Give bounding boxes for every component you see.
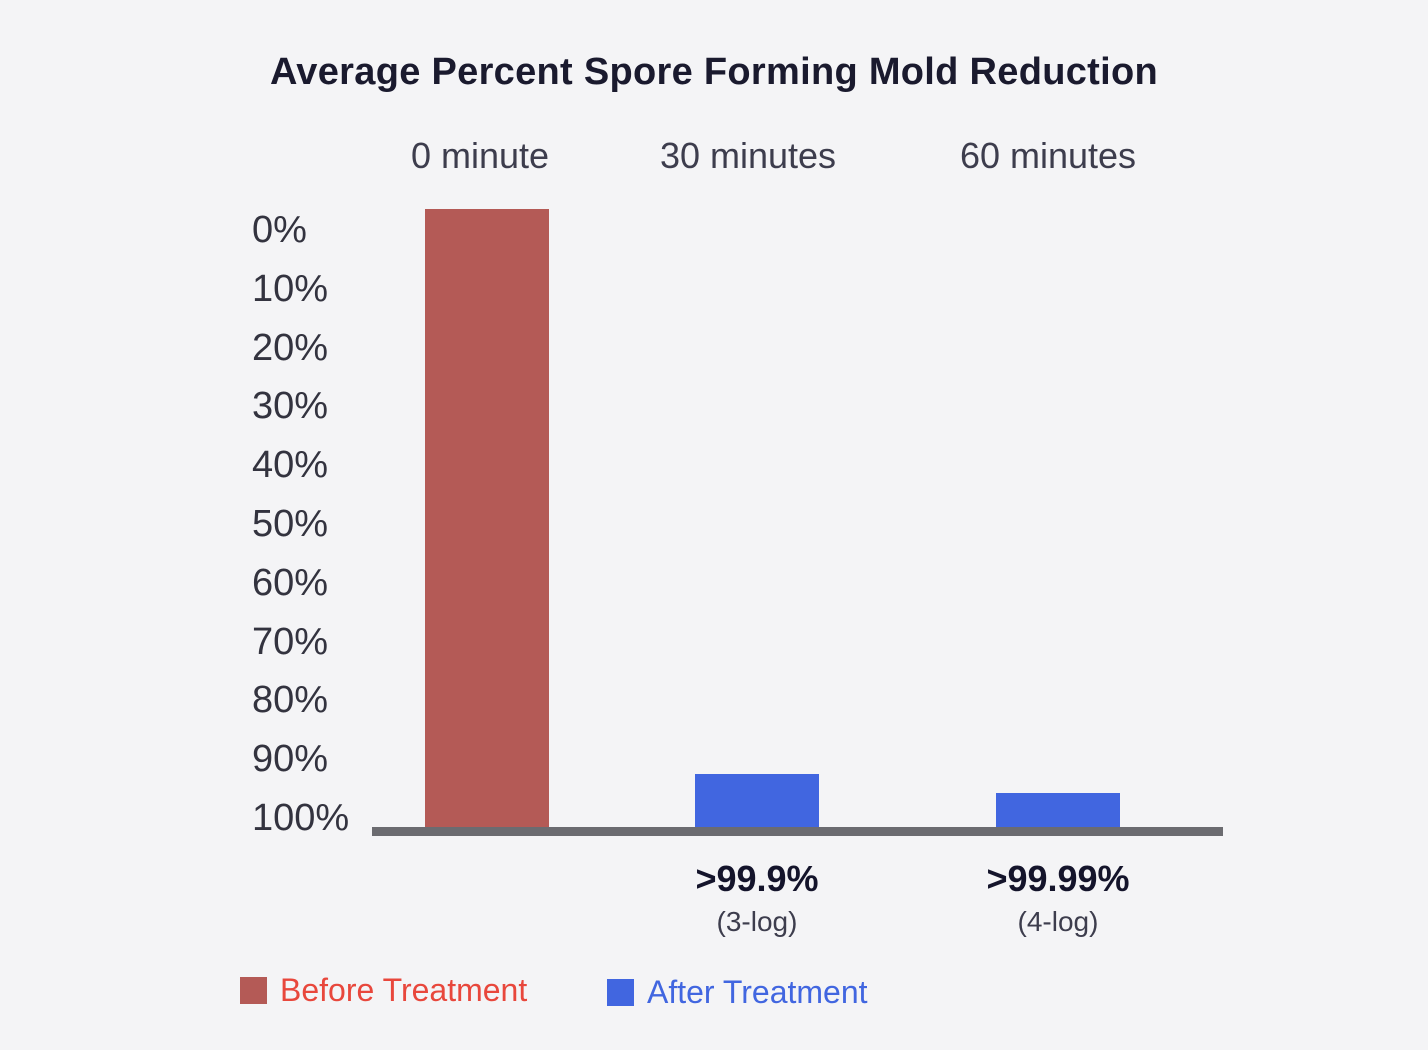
bar-after-treatment-60-minutes [996, 793, 1120, 832]
legend-label: Before Treatment [280, 972, 528, 1008]
legend-swatch-icon [240, 977, 267, 1004]
category-header-30-minutes: 30 minutes [659, 135, 837, 176]
bar-annotation-sublabel: (3-log) [716, 906, 798, 937]
bar-after-treatment-30-minutes [695, 774, 819, 832]
y-axis-tick-label: 50% [252, 502, 329, 545]
bar-annotation-sublabel: (4-log) [1017, 906, 1099, 937]
y-axis-tick-label: 60% [252, 561, 329, 604]
category-header-0-minute: 0 minute [410, 135, 550, 176]
y-axis-tick-label: 0% [252, 209, 307, 251]
y-axis-tick-label: 30% [252, 385, 329, 428]
legend-item-before-treatment: Before Treatment [240, 972, 527, 1009]
y-axis-tick-label: 10% [252, 267, 329, 310]
y-axis-tick-labels: 0% 10% 20% 30% 40% 50% 60% 70% 80% 90% 100% [252, 208, 349, 840]
bar-before-treatment-0-minute [425, 209, 549, 832]
bar-annotation-30-minutes: >99.9% (3-log) [695, 858, 818, 938]
legend-item-after-treatment: After Treatment [607, 974, 868, 1011]
bar-annotation-value: >99.99% [986, 858, 1130, 899]
legend-swatch-icon [607, 979, 634, 1006]
x-axis-baseline [372, 827, 1223, 836]
bar-annotation-value: >99.9% [695, 858, 819, 899]
legend-label: After Treatment [647, 974, 868, 1010]
y-axis-tick-label: 20% [252, 326, 329, 369]
y-axis-tick-label: 100% [252, 796, 350, 839]
chart-title: Average Percent Spore Forming Mold Reduc… [269, 51, 1159, 93]
bar-annotation-60-minutes: >99.99% (4-log) [986, 858, 1129, 938]
y-axis-tick-label: 70% [252, 620, 329, 663]
y-axis-tick-label: 90% [252, 738, 329, 781]
y-axis-tick-label: 40% [252, 444, 329, 487]
y-axis-tick-label: 80% [252, 679, 329, 722]
category-header-60-minutes: 60 minutes [959, 135, 1137, 176]
